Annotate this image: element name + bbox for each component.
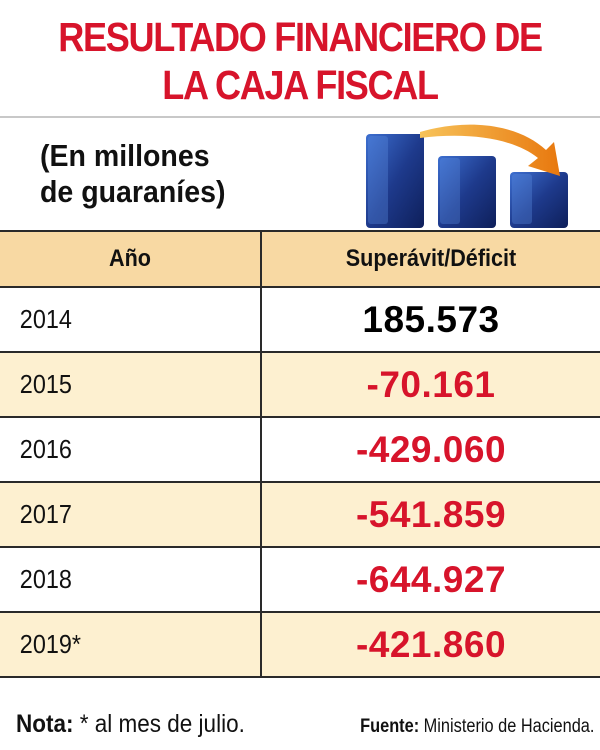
deco-arrow [420, 124, 560, 176]
deco-bar-1-shine [368, 136, 388, 224]
year-label: 2015 [19, 369, 72, 399]
deco-bar-1 [366, 134, 424, 228]
table-row: 2019* -421.860 [0, 613, 600, 678]
deco-bar-2-shine [440, 158, 460, 224]
value-cell: -70.161 [262, 353, 600, 416]
table-header-row: Año Superávit/Déficit [0, 230, 600, 288]
table-row: 2018 -644.927 [0, 548, 600, 613]
declining-bars-arrow-icon [366, 124, 568, 228]
table-row: 2017 -541.859 [0, 483, 600, 548]
column-header-year: Año [109, 245, 151, 272]
source-credit: Fuente: Ministerio de Hacienda. [360, 716, 594, 738]
footnote: Nota: * al mes de julio. [16, 710, 245, 739]
value-label: -70.161 [366, 363, 496, 405]
title-box: RESULTADO FINANCIERO DE LA CAJA FISCAL [0, 0, 600, 118]
table-row: 2016 -429.060 [0, 418, 600, 483]
data-table: Año Superávit/Déficit 2014 185.573 2015 … [0, 230, 600, 678]
year-cell: 2015 [0, 353, 262, 416]
value-label: -421.860 [355, 623, 507, 665]
note-text: * al mes de julio. [73, 710, 245, 738]
year-cell: 2014 [0, 288, 262, 351]
value-label: -644.927 [355, 558, 507, 600]
chart-title-line-2: LA CAJA FISCAL [162, 62, 439, 108]
column-header-value: Superávit/Déficit [345, 245, 517, 272]
subtitle-line-1: (En millones [40, 138, 210, 173]
value-label: 185.573 [362, 298, 500, 340]
year-cell: 2019* [0, 613, 262, 676]
subtitle-line-2: de guaraníes) [40, 174, 226, 209]
deco-bar-2 [438, 156, 496, 228]
deco-bar-3-shine [512, 174, 532, 224]
table-row: 2014 185.573 [0, 288, 600, 353]
header-cell-year: Año [0, 232, 262, 286]
year-label: 2017 [19, 499, 72, 529]
value-cell: -429.060 [262, 418, 600, 481]
year-cell: 2018 [0, 548, 262, 611]
year-cell: 2016 [0, 418, 262, 481]
value-cell: -541.859 [262, 483, 600, 546]
deco-bar-3 [510, 172, 568, 228]
year-label: 2016 [19, 434, 72, 464]
value-cell: 185.573 [262, 288, 600, 351]
year-label: 2018 [19, 564, 72, 594]
year-cell: 2017 [0, 483, 262, 546]
note-label: Nota: [16, 710, 74, 738]
year-label: 2019* [19, 629, 81, 659]
table-row: 2015 -70.161 [0, 353, 600, 418]
value-cell: -421.860 [262, 613, 600, 676]
source-label: Fuente: [359, 716, 419, 737]
year-label: 2014 [19, 304, 72, 334]
source-text: Ministerio de Hacienda. [418, 716, 594, 737]
value-label: -429.060 [355, 428, 507, 470]
footer: Nota: * al mes de julio. Fuente: Ministe… [0, 708, 600, 750]
value-label: -541.859 [355, 493, 507, 535]
value-cell: -644.927 [262, 548, 600, 611]
chart-title-line-1: RESULTADO FINANCIERO DE [58, 14, 543, 60]
header-cell-value: Superávit/Déficit [262, 232, 600, 286]
